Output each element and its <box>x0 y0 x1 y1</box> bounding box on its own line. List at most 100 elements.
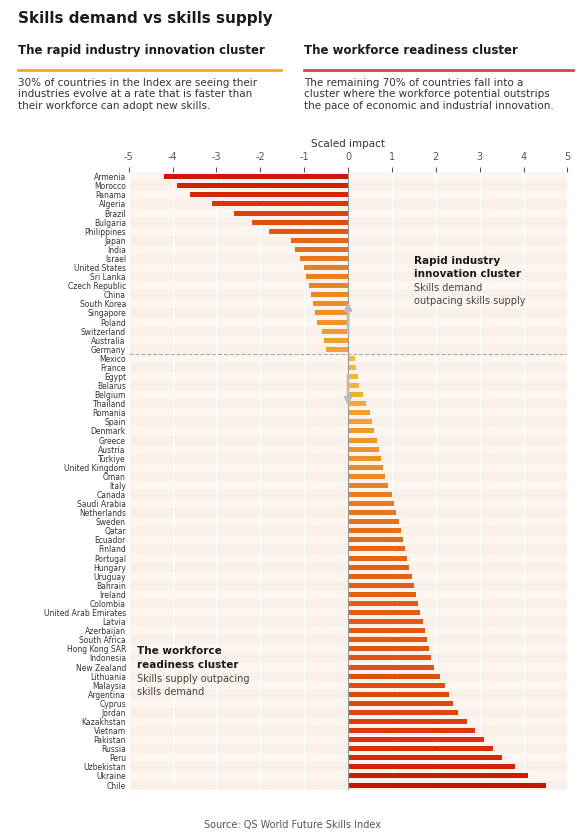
Bar <box>348 610 421 615</box>
Bar <box>129 671 567 680</box>
Bar <box>129 554 567 563</box>
Bar <box>348 628 425 633</box>
Text: The workforce
readiness cluster: The workforce readiness cluster <box>137 646 239 669</box>
Bar <box>129 726 567 735</box>
Bar <box>348 574 412 579</box>
Bar <box>129 508 567 517</box>
Bar <box>129 635 567 644</box>
Bar <box>348 738 484 743</box>
Bar <box>129 763 567 771</box>
Bar <box>129 490 567 499</box>
Bar <box>234 211 348 216</box>
Bar <box>129 535 567 544</box>
Bar <box>348 619 422 624</box>
Bar <box>129 780 567 790</box>
Bar <box>348 447 378 452</box>
Bar <box>129 717 567 726</box>
Bar <box>348 456 381 460</box>
Bar <box>129 663 567 671</box>
Bar <box>326 347 348 352</box>
Bar <box>348 356 355 361</box>
Bar <box>129 527 567 535</box>
Bar <box>129 444 567 454</box>
Bar <box>348 755 501 760</box>
Bar <box>129 735 567 744</box>
Bar <box>348 638 427 643</box>
Bar <box>348 374 357 379</box>
Bar <box>129 318 567 327</box>
Bar <box>308 283 348 288</box>
Bar <box>348 774 528 779</box>
Bar <box>348 601 418 606</box>
Text: Skills demand vs skills supply: Skills demand vs skills supply <box>18 11 272 26</box>
Bar <box>129 299 567 308</box>
Bar <box>315 311 348 316</box>
Bar <box>129 617 567 626</box>
Bar <box>348 683 445 688</box>
Text: Skills supply outpacing
skills demand: Skills supply outpacing skills demand <box>137 674 250 697</box>
Text: Rapid industry
innovation cluster: Rapid industry innovation cluster <box>414 256 521 279</box>
Bar <box>348 392 363 397</box>
Bar <box>304 265 348 270</box>
Bar <box>129 327 567 336</box>
Bar <box>348 492 392 497</box>
Bar <box>129 580 567 590</box>
Bar <box>129 372 567 381</box>
Text: Source: QS World Future Skills Index: Source: QS World Future Skills Index <box>204 820 381 830</box>
Bar <box>348 510 396 515</box>
Bar <box>129 308 567 318</box>
Bar <box>348 719 466 724</box>
Bar <box>212 202 348 207</box>
Bar <box>129 644 567 654</box>
Bar <box>129 363 567 372</box>
Bar <box>348 583 414 588</box>
Bar <box>348 465 383 470</box>
Bar <box>129 172 567 181</box>
Bar <box>348 538 403 543</box>
Text: Skills demand
outpacing skills supply: Skills demand outpacing skills supply <box>414 283 525 307</box>
Bar <box>129 599 567 608</box>
Bar <box>129 435 567 444</box>
Bar <box>324 338 348 343</box>
X-axis label: Scaled impact: Scaled impact <box>311 139 385 149</box>
Bar <box>295 247 348 252</box>
Bar <box>129 690 567 699</box>
Bar <box>129 563 567 572</box>
Bar <box>129 626 567 635</box>
Bar <box>348 646 429 651</box>
Bar <box>269 228 348 234</box>
Bar <box>129 208 567 218</box>
Bar <box>348 528 401 533</box>
Bar <box>348 419 372 424</box>
Bar <box>129 181 567 191</box>
Bar <box>129 191 567 199</box>
Bar <box>348 383 359 388</box>
Bar <box>348 692 449 696</box>
Bar <box>129 218 567 227</box>
Bar <box>129 753 567 763</box>
Bar <box>348 664 433 669</box>
Bar <box>348 746 493 751</box>
Bar <box>129 499 567 508</box>
Bar <box>129 263 567 272</box>
Bar <box>348 728 475 733</box>
Bar <box>129 417 567 427</box>
Bar <box>129 236 567 244</box>
Bar <box>129 427 567 435</box>
Bar <box>348 428 374 433</box>
Bar <box>129 336 567 344</box>
Text: The remaining 70% of countries fall into a
cluster where the workforce potential: The remaining 70% of countries fall into… <box>304 78 554 111</box>
Bar <box>164 174 348 179</box>
Text: The workforce readiness cluster: The workforce readiness cluster <box>304 44 518 56</box>
Bar <box>129 680 567 690</box>
Bar <box>252 219 348 224</box>
Bar <box>129 399 567 408</box>
Bar <box>348 555 407 560</box>
Bar <box>348 674 440 679</box>
Bar <box>129 381 567 390</box>
Bar <box>129 244 567 254</box>
Bar <box>129 744 567 753</box>
Bar <box>348 564 410 570</box>
Bar <box>129 480 567 490</box>
Bar <box>129 544 567 554</box>
